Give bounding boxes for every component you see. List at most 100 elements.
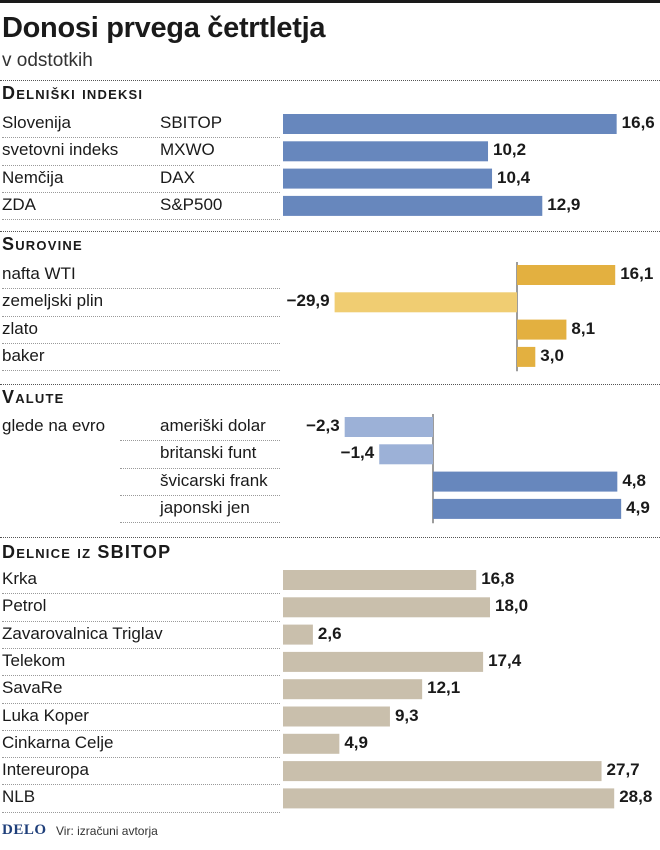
stock-bar	[283, 733, 340, 754]
value-label: −29,9	[286, 291, 330, 311]
section-divider	[0, 384, 660, 385]
group-label: glede na evro	[2, 416, 106, 435]
row-code: S&P500	[160, 194, 223, 214]
value-label: 4,9	[344, 732, 368, 752]
row-code: SBITOP	[160, 113, 223, 132]
row-label: Cinkarna Celje	[2, 732, 114, 752]
row-divider	[2, 811, 280, 813]
row-divider	[120, 522, 280, 524]
stock-bar	[283, 624, 313, 645]
row-label: NLB	[2, 787, 36, 807]
row-divider	[2, 620, 280, 622]
row-label: Telekom	[2, 650, 66, 670]
row-label: baker	[2, 345, 45, 365]
row-label: Petrol	[2, 596, 47, 616]
row-divider	[2, 729, 280, 731]
value-label: 8,1	[571, 318, 596, 338]
row-code: MXWO	[160, 140, 215, 160]
row-divider	[2, 647, 280, 649]
row-divider	[2, 164, 280, 166]
row-label: Intereuropa	[2, 760, 89, 780]
row-label: zemeljski plin	[2, 291, 104, 311]
stock-bar	[283, 788, 615, 809]
section-title: Valute	[2, 387, 65, 407]
index-bar	[283, 168, 493, 189]
row-divider	[2, 137, 280, 139]
row-label: Slovenija	[2, 113, 71, 132]
top-rule	[0, 0, 660, 3]
row-divider	[2, 702, 280, 704]
row-divider	[120, 440, 280, 442]
delo-logo: DELO	[2, 822, 47, 838]
section-title: Delnice iz SBITOP	[2, 542, 172, 562]
row-label: svetovni indeks	[2, 140, 119, 160]
section-title: Delniški indeksi	[2, 83, 144, 103]
currency-bar	[433, 498, 622, 519]
index-bar	[283, 114, 617, 134]
value-label: 27,7	[606, 760, 640, 780]
value-label: −2,3	[306, 416, 340, 435]
section-divider	[0, 231, 660, 232]
value-label: 2,6	[317, 623, 342, 643]
value-label: 9,3	[394, 705, 419, 725]
value-label: 16,1	[620, 264, 654, 283]
stock-bar	[283, 651, 484, 672]
row-label: Luka Koper	[2, 705, 89, 725]
row-label: ZDA	[2, 194, 36, 214]
stock-bar	[283, 706, 390, 727]
page-subtitle: v odstotkih	[2, 50, 93, 71]
commodity-bar	[517, 319, 567, 340]
source-note: Vir: izračuni avtorja	[56, 824, 158, 838]
value-label: −1,4	[340, 443, 375, 463]
section-divider	[0, 80, 660, 81]
value-label: 16,8	[481, 569, 515, 588]
row-divider	[2, 757, 280, 759]
row-label: britanski funt	[160, 443, 257, 463]
stock-bar	[283, 597, 490, 618]
value-label: 10,4	[497, 167, 531, 187]
page-title: Donosi prvega četrtletja	[2, 12, 326, 44]
value-label: 12,9	[547, 194, 581, 214]
row-divider	[120, 467, 280, 469]
section-title: Surovine	[2, 234, 83, 254]
stock-bar	[283, 679, 423, 700]
row-label: japonski jen	[160, 497, 250, 517]
row-divider	[2, 370, 280, 372]
row-label: nafta WTI	[2, 264, 76, 283]
value-label: 3,0	[540, 345, 564, 365]
row-label: zlato	[2, 318, 38, 338]
row-label: ameriški dolar	[160, 416, 266, 435]
row-label: Zavarovalnica Triglav	[2, 623, 163, 643]
commodity-bar	[517, 346, 536, 367]
value-label: 28,8	[619, 787, 653, 807]
row-divider	[2, 315, 280, 317]
row-divider	[2, 675, 280, 677]
row-divider	[120, 494, 280, 496]
row-label: Krka	[2, 569, 37, 588]
row-code: DAX	[160, 167, 195, 187]
row-divider	[2, 191, 280, 193]
value-label: 17,4	[488, 650, 522, 670]
value-label: 18,0	[495, 596, 529, 616]
row-divider	[2, 288, 280, 290]
value-label: 10,2	[493, 140, 527, 160]
row-label: Nemčija	[2, 167, 64, 187]
currency-bar	[379, 444, 433, 465]
section-divider	[0, 537, 660, 538]
row-divider	[2, 342, 280, 344]
index-bar	[283, 195, 543, 216]
commodity-bar	[334, 292, 517, 313]
value-label: 12,1	[427, 678, 461, 698]
commodity-bar	[517, 265, 616, 285]
currency-bar	[344, 417, 433, 437]
value-label: 4,8	[622, 470, 646, 490]
currency-bar	[433, 471, 618, 492]
row-divider	[2, 784, 280, 786]
value-label: 4,9	[626, 497, 650, 517]
index-bar	[283, 141, 489, 162]
value-label: 16,6	[621, 113, 655, 132]
stock-bar	[283, 570, 477, 590]
row-divider	[2, 219, 280, 221]
stock-bar	[283, 761, 602, 782]
